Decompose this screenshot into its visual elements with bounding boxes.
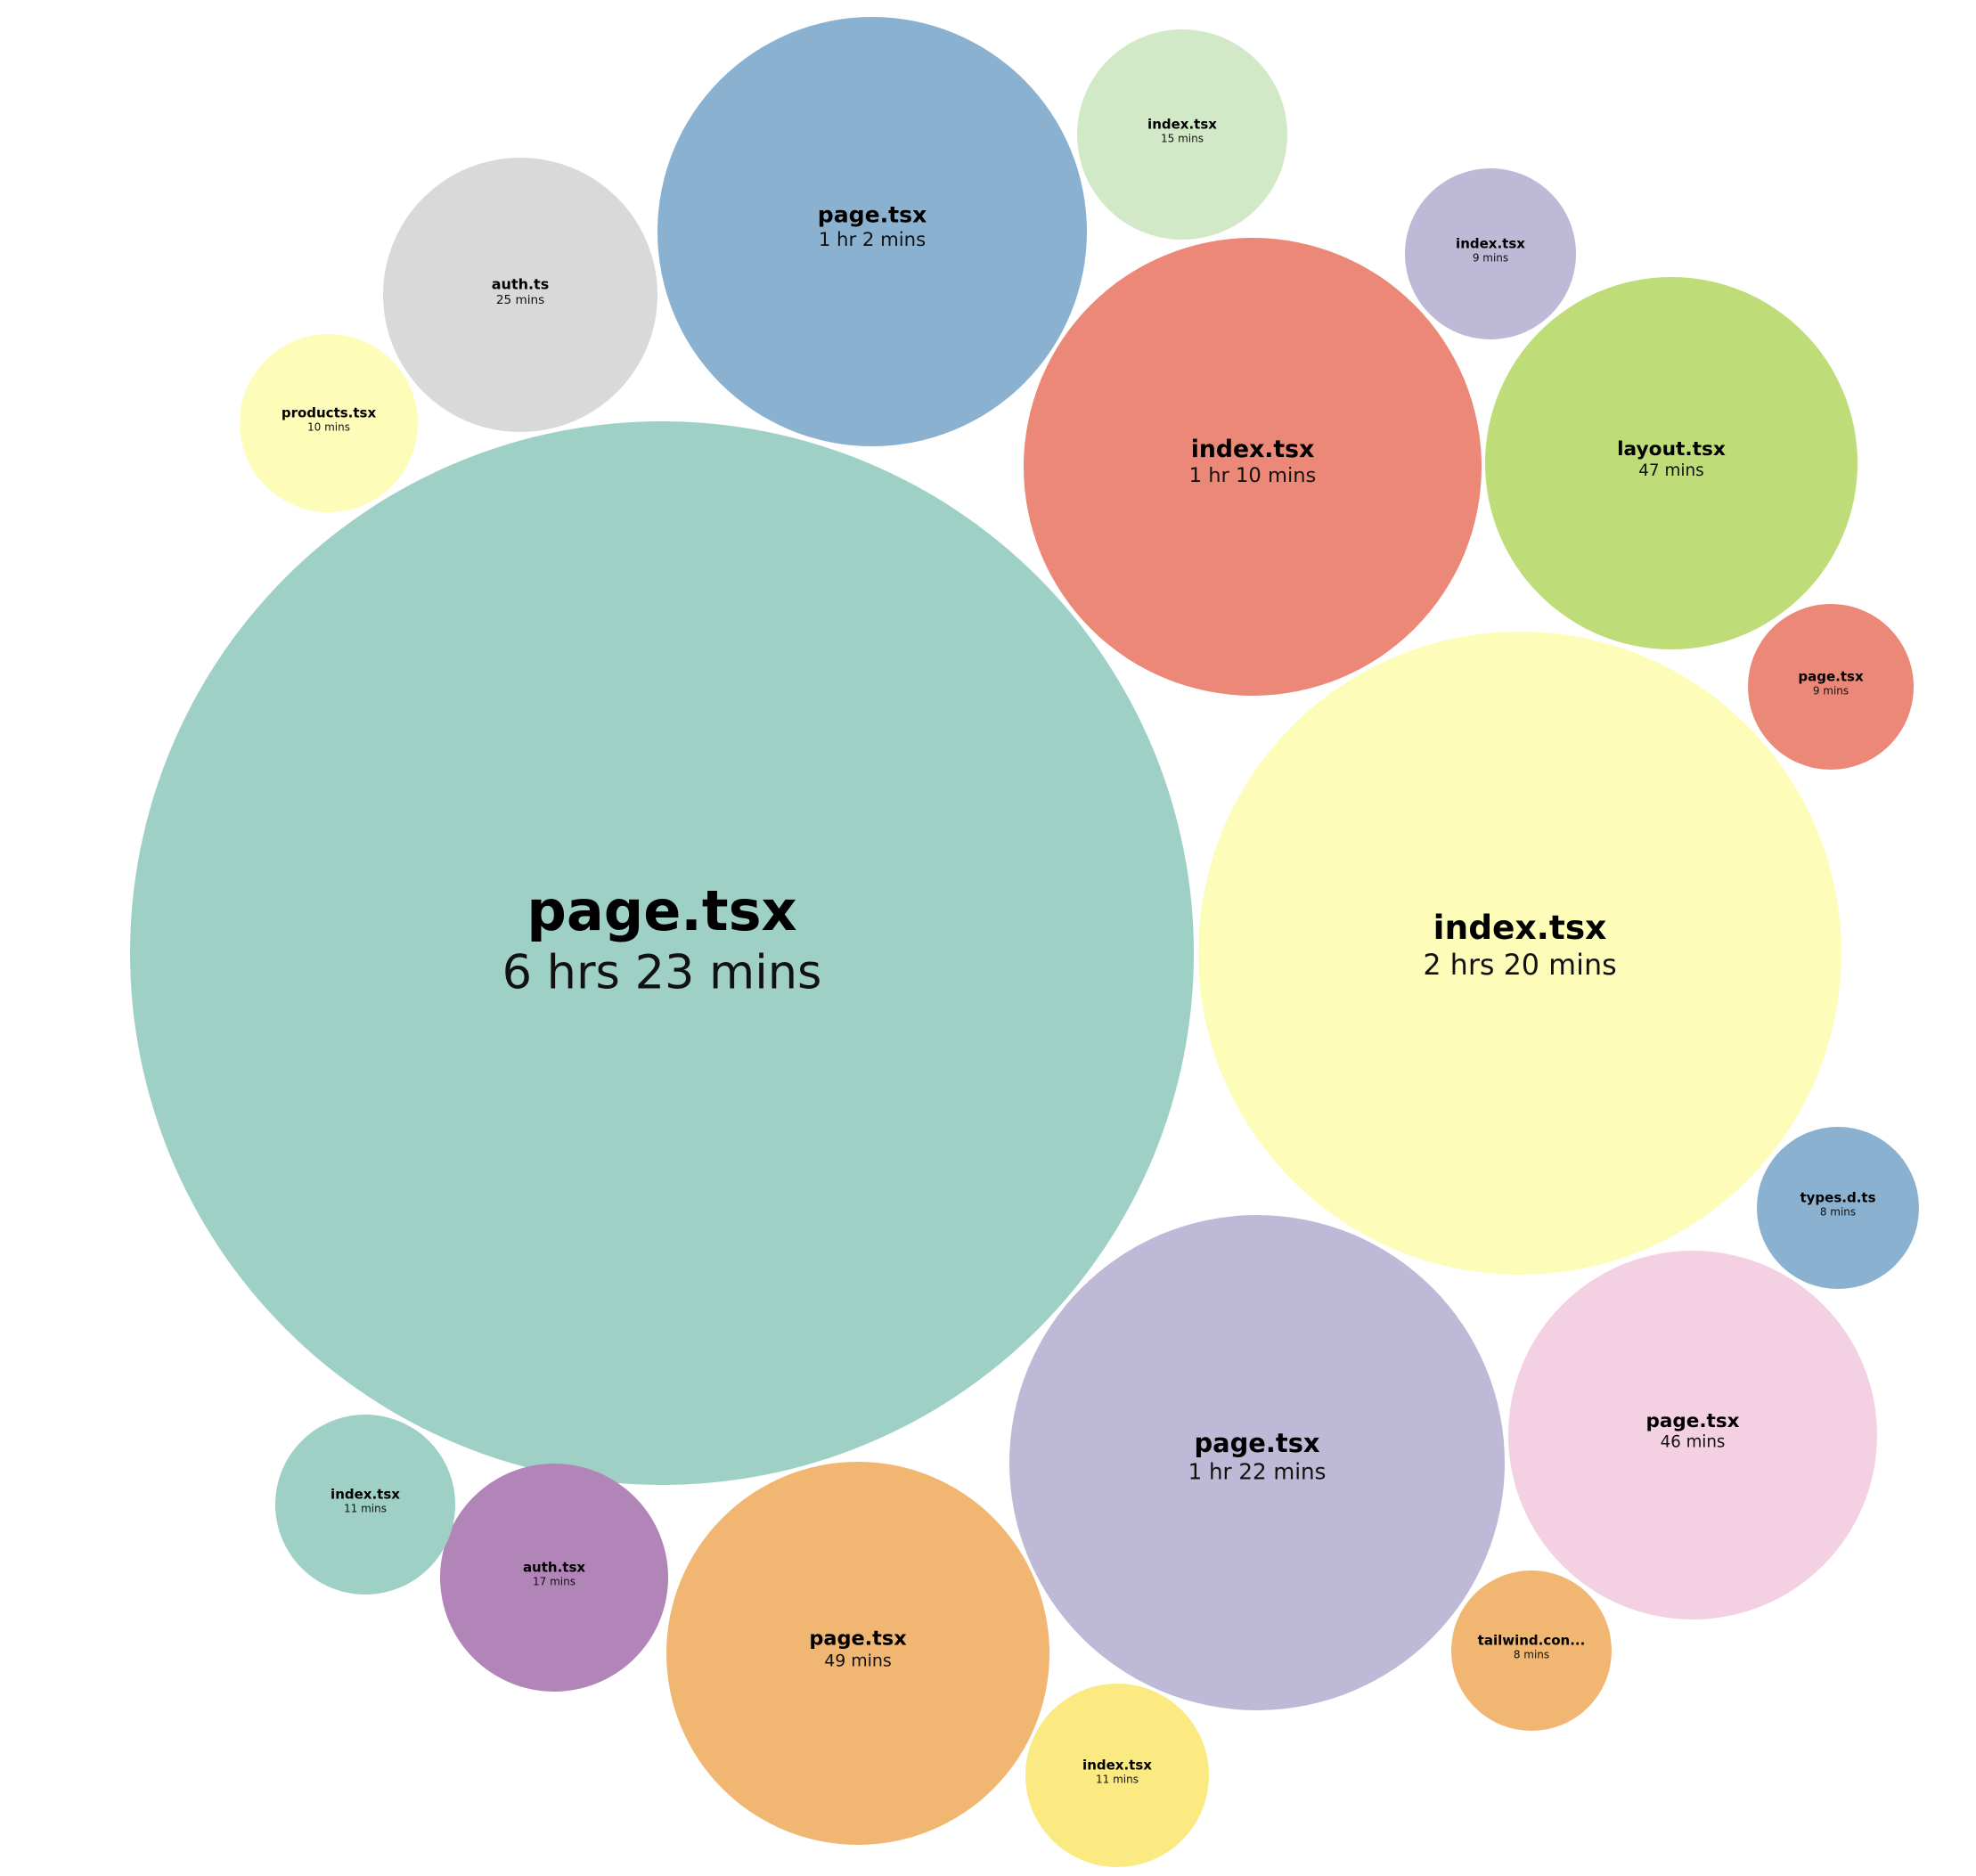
bubble-circle — [1024, 238, 1482, 696]
bubble-label: tailwind.con... — [1478, 1633, 1586, 1649]
bubble-value-label: 17 mins — [533, 1576, 576, 1588]
bubble-label: auth.ts — [492, 275, 549, 292]
bubble-circle — [1508, 1251, 1877, 1619]
bubble-label: page.tsx — [1194, 1428, 1319, 1458]
bubble-circle — [240, 334, 418, 512]
bubble-circle — [1198, 632, 1841, 1275]
bubble-label: page.tsx — [818, 201, 927, 227]
bubble-circle — [440, 1464, 668, 1692]
bubble-label: layout.tsx — [1617, 438, 1726, 461]
bubble-label: page.tsx — [1646, 1410, 1740, 1432]
bubble-label: index.tsx — [1191, 436, 1315, 463]
bubble[interactable]: tailwind.con...8 mins — [1451, 1570, 1612, 1731]
bubble-circle — [1009, 1215, 1505, 1710]
bubble-label: auth.tsx — [523, 1560, 585, 1576]
bubble-circle — [130, 421, 1194, 1485]
bubble-circle — [657, 17, 1087, 446]
bubble-circle — [1025, 1684, 1209, 1867]
bubble-label: page.tsx — [527, 878, 796, 943]
bubble-label: index.tsx — [1456, 236, 1525, 252]
bubble-label: index.tsx — [1082, 1758, 1152, 1774]
bubble-circle — [666, 1462, 1049, 1845]
bubble-label: index.tsx — [331, 1487, 400, 1503]
bubble-label: page.tsx — [1798, 669, 1864, 685]
bubble-value-label: 25 mins — [496, 293, 544, 307]
bubble-circle — [1405, 168, 1576, 339]
bubble-value-label: 2 hrs 20 mins — [1423, 949, 1616, 982]
bubble-label: products.tsx — [282, 405, 377, 421]
bubble-circle — [1748, 604, 1914, 770]
bubble-circle — [1757, 1127, 1919, 1289]
bubble-circle — [1077, 29, 1287, 240]
bubble-value-label: 15 mins — [1161, 133, 1204, 145]
bubble-value-label: 11 mins — [344, 1503, 387, 1515]
bubble-value-label: 46 mins — [1661, 1433, 1726, 1452]
bubble-label: index.tsx — [1147, 117, 1217, 133]
bubble-value-label: 8 mins — [1820, 1206, 1856, 1219]
bubble-value-label: 6 hrs 23 mins — [502, 946, 822, 1000]
bubble-circle — [1451, 1570, 1612, 1731]
bubble-label: page.tsx — [809, 1627, 907, 1651]
bubble-value-label: 1 hr 10 mins — [1189, 464, 1317, 487]
bubble-value-label: 10 mins — [307, 421, 350, 434]
bubble-value-label: 49 mins — [824, 1651, 892, 1670]
bubble-value-label: 47 mins — [1638, 461, 1704, 480]
bubble-value-label: 8 mins — [1514, 1649, 1549, 1661]
bubble-value-label: 9 mins — [1813, 685, 1849, 697]
bubble-value-label: 1 hr 22 mins — [1188, 1458, 1327, 1484]
bubble-value-label: 1 hr 2 mins — [819, 228, 926, 250]
bubble-label: types.d.ts — [1800, 1190, 1875, 1206]
bubble-label: index.tsx — [1433, 908, 1607, 947]
bubble-value-label: 9 mins — [1473, 252, 1508, 265]
bubble[interactable]: types.d.ts8 mins — [1757, 1127, 1919, 1289]
bubble-value-label: 11 mins — [1096, 1774, 1139, 1786]
bubble-circle — [383, 158, 657, 432]
bubble-circle — [1485, 277, 1858, 649]
bubble-circle — [275, 1415, 455, 1595]
